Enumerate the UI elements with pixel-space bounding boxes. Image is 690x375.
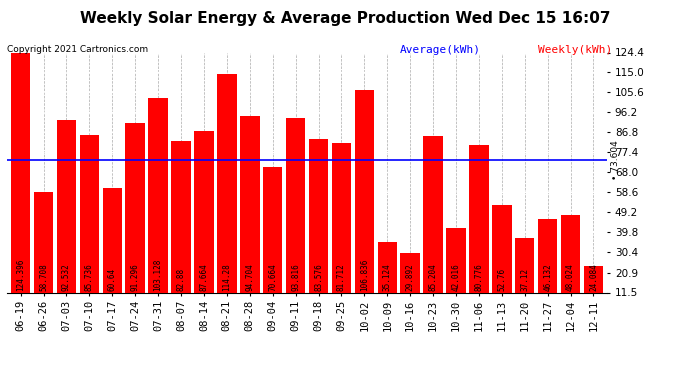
Bar [11, 53, 30, 317]
Text: 85.204: 85.204 [428, 264, 437, 291]
Bar [240, 116, 259, 317]
Bar [194, 130, 214, 317]
Text: 80.776: 80.776 [475, 264, 484, 291]
Bar [377, 242, 397, 317]
Bar [171, 141, 190, 317]
Bar [79, 135, 99, 317]
Text: 85.736: 85.736 [85, 264, 94, 291]
Text: 91.296: 91.296 [130, 264, 139, 291]
Text: 114.28: 114.28 [222, 264, 231, 291]
Text: 83.576: 83.576 [314, 264, 323, 291]
Bar [584, 266, 603, 317]
Bar [446, 228, 466, 317]
Bar [286, 117, 306, 317]
Text: 24.084: 24.084 [589, 264, 598, 291]
Bar [148, 98, 168, 317]
Bar [538, 219, 558, 317]
Bar [424, 136, 443, 317]
Text: 29.892: 29.892 [406, 264, 415, 291]
Text: 124.396: 124.396 [16, 259, 25, 291]
Text: 106.836: 106.836 [359, 259, 369, 291]
Bar [217, 74, 237, 317]
Text: 82.88: 82.88 [177, 268, 186, 291]
Text: 52.76: 52.76 [497, 268, 506, 291]
Text: 46.132: 46.132 [543, 264, 552, 291]
Text: 93.816: 93.816 [291, 264, 300, 291]
Bar [492, 205, 511, 317]
Bar [263, 167, 282, 317]
Text: 58.708: 58.708 [39, 264, 48, 291]
Bar [57, 120, 76, 317]
Bar [332, 143, 351, 317]
Bar [126, 123, 145, 317]
Text: 60.64: 60.64 [108, 268, 117, 291]
Text: 42.016: 42.016 [451, 264, 460, 291]
Bar [34, 192, 53, 317]
Text: 37.12: 37.12 [520, 268, 529, 291]
Text: Weekly Solar Energy & Average Production Wed Dec 15 16:07: Weekly Solar Energy & Average Production… [80, 11, 610, 26]
Bar [561, 215, 580, 317]
Text: 48.024: 48.024 [566, 264, 575, 291]
Text: 81.712: 81.712 [337, 264, 346, 291]
Bar [400, 254, 420, 317]
Text: 35.124: 35.124 [383, 264, 392, 291]
Text: 94.704: 94.704 [245, 264, 255, 291]
Bar [469, 145, 489, 317]
Text: Weekly(kWh): Weekly(kWh) [538, 45, 613, 55]
Text: 103.128: 103.128 [154, 259, 163, 291]
Bar [103, 188, 122, 317]
Text: Copyright 2021 Cartronics.com: Copyright 2021 Cartronics.com [7, 45, 148, 54]
Text: • 73.604: • 73.604 [611, 141, 620, 180]
Bar [515, 238, 535, 317]
Text: 92.532: 92.532 [62, 264, 71, 291]
Text: Average(kWh): Average(kWh) [400, 45, 481, 55]
Text: 87.664: 87.664 [199, 264, 208, 291]
Text: 70.664: 70.664 [268, 264, 277, 291]
Bar [308, 139, 328, 317]
Bar [355, 90, 374, 317]
